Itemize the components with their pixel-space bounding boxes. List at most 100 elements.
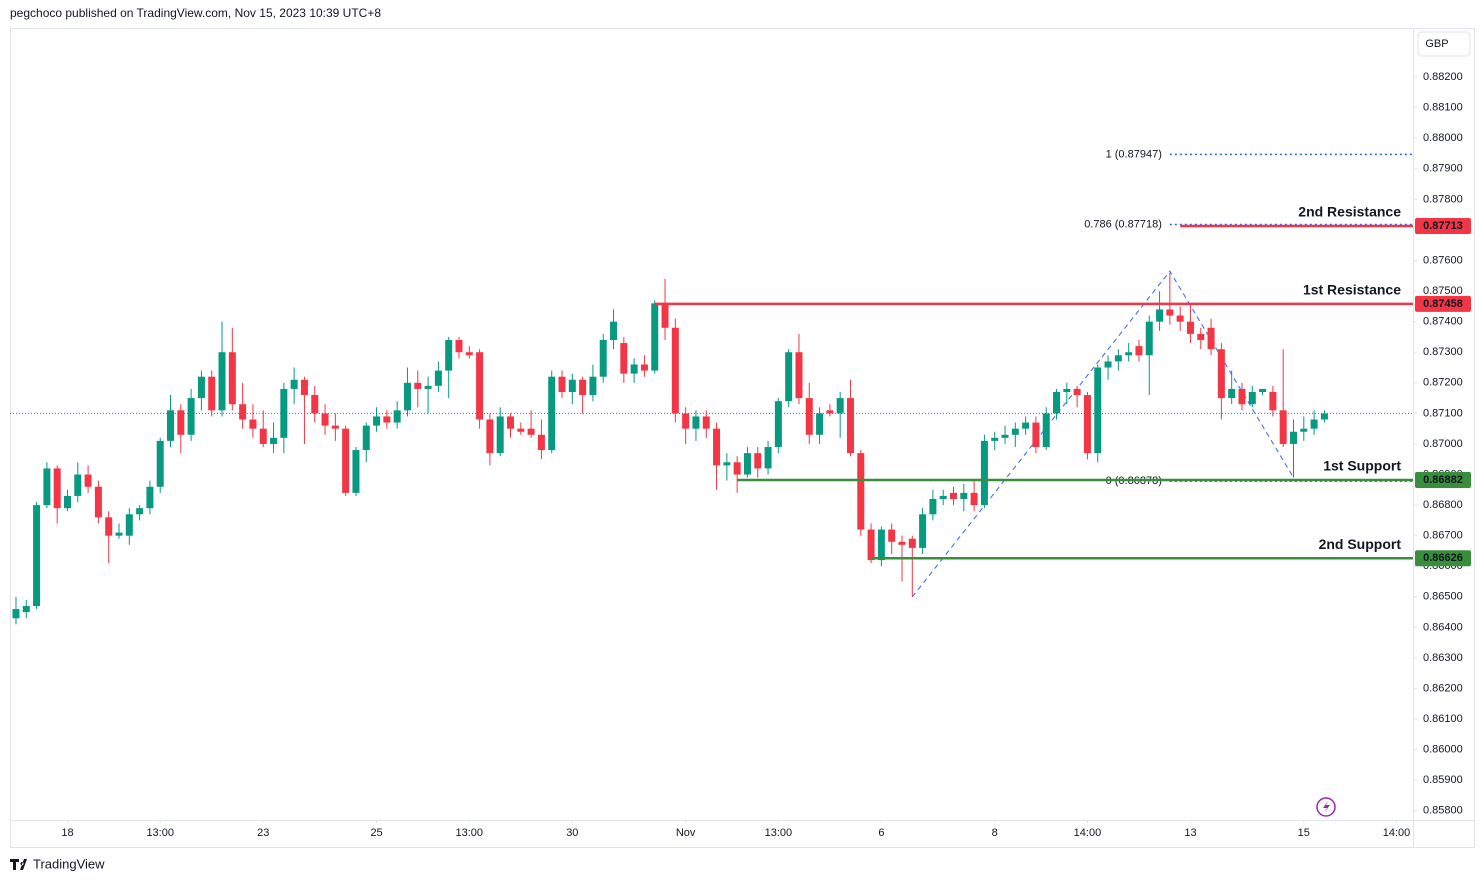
candle-body xyxy=(1073,388,1081,396)
candle-body xyxy=(1176,315,1184,322)
candle-body xyxy=(527,428,535,435)
currency-box[interactable] xyxy=(1417,31,1471,57)
candle-body xyxy=(713,428,721,466)
candle-body xyxy=(1156,309,1164,322)
candle-body xyxy=(682,413,690,429)
candle-body xyxy=(383,416,391,423)
candle-body xyxy=(754,453,762,469)
x-tick-label: 30 xyxy=(566,827,578,839)
candle-body xyxy=(43,468,51,506)
candle-body xyxy=(486,419,494,454)
candle-body xyxy=(1114,355,1122,362)
x-tick-label: 14:00 xyxy=(1383,827,1411,839)
candle-body xyxy=(465,352,473,356)
fib-label: 1 (0.87947) xyxy=(1106,148,1162,160)
y-tick-label: 0.87300 xyxy=(1423,346,1463,358)
candle-body xyxy=(1279,410,1287,444)
candle-body xyxy=(105,517,113,536)
candle-body xyxy=(1238,388,1246,405)
candle-body xyxy=(1228,388,1236,399)
price-tag-label: 0.86626 xyxy=(1423,552,1463,564)
candle-body xyxy=(908,538,916,548)
candle-body xyxy=(589,376,597,396)
candle-body xyxy=(991,437,999,441)
candle-body xyxy=(1053,391,1061,414)
candle-body xyxy=(393,410,401,423)
y-tick-label: 0.87800 xyxy=(1423,193,1463,205)
candle-body xyxy=(136,508,144,515)
candle-body xyxy=(857,453,865,530)
candle-body xyxy=(270,437,278,444)
candle-body xyxy=(1186,321,1194,334)
candle-body xyxy=(960,492,968,499)
candle-body xyxy=(1310,419,1318,429)
candle-body xyxy=(877,529,885,561)
y-tick-label: 0.87600 xyxy=(1423,254,1463,266)
pattern-line xyxy=(911,270,1294,598)
price-tag xyxy=(1415,472,1471,489)
candle-body xyxy=(476,352,484,420)
candle-body xyxy=(1094,367,1102,454)
x-tick-label: 13:00 xyxy=(765,827,793,839)
y-tick-label: 0.85900 xyxy=(1423,774,1463,786)
y-tick-label: 0.87500 xyxy=(1423,285,1463,297)
candle-body xyxy=(537,434,545,451)
header: pegchoco published on TradingView.com, N… xyxy=(10,6,381,20)
candle-body xyxy=(84,474,92,487)
level-label: 2nd Resistance xyxy=(1298,204,1401,220)
candle-body xyxy=(125,514,133,536)
candle-body xyxy=(146,486,154,509)
logo: TradingView xyxy=(10,856,105,871)
candle-body xyxy=(1166,309,1174,316)
candle-body xyxy=(733,462,741,475)
candle-body xyxy=(579,379,587,396)
x-tick-label: 13:00 xyxy=(146,827,174,839)
candle-body xyxy=(651,303,659,371)
candle-body xyxy=(1207,327,1215,350)
candle-body xyxy=(517,428,525,432)
candle-body xyxy=(950,492,958,499)
candle-body xyxy=(434,370,442,386)
candle-body xyxy=(1042,413,1050,448)
candle-body xyxy=(94,486,102,518)
candle-body xyxy=(424,385,432,389)
x-tick-label: 25 xyxy=(370,827,382,839)
candle-body xyxy=(816,413,824,435)
price-tag xyxy=(1415,217,1471,234)
candle-body xyxy=(898,541,906,545)
y-tick-label: 0.86200 xyxy=(1423,682,1463,694)
candle-body xyxy=(445,340,453,371)
candle-body xyxy=(610,321,618,341)
candle-body xyxy=(692,416,700,429)
y-tick-label: 0.87900 xyxy=(1423,163,1463,175)
candle-body xyxy=(342,428,350,493)
candle-body xyxy=(888,529,896,542)
candle-body xyxy=(239,404,247,420)
candle-body xyxy=(352,450,360,493)
candle-body xyxy=(331,425,339,429)
candle-body xyxy=(1248,391,1256,405)
candle-body xyxy=(218,352,226,411)
candle-body xyxy=(980,440,988,506)
candle-body xyxy=(1063,388,1071,392)
x-tick-label: 13 xyxy=(1184,827,1196,839)
y-tick-label: 0.86500 xyxy=(1423,591,1463,603)
candle-body xyxy=(12,609,20,619)
candle-body xyxy=(1083,395,1091,454)
candle-body xyxy=(156,440,164,487)
candle-body xyxy=(795,352,803,399)
candle-body xyxy=(1104,361,1112,368)
candle-body xyxy=(599,340,607,377)
x-tick-label: 15 xyxy=(1298,827,1310,839)
x-tick-label: 18 xyxy=(61,827,73,839)
candle-body xyxy=(249,419,257,429)
candle-body xyxy=(177,410,185,435)
y-tick-label: 0.87400 xyxy=(1423,316,1463,328)
candle-body xyxy=(970,492,978,506)
alert-icon[interactable] xyxy=(1316,797,1336,817)
candle-body xyxy=(702,416,710,429)
candle-body xyxy=(300,379,308,396)
candle-body xyxy=(1022,422,1030,429)
y-tick-label: 0.86400 xyxy=(1423,621,1463,633)
